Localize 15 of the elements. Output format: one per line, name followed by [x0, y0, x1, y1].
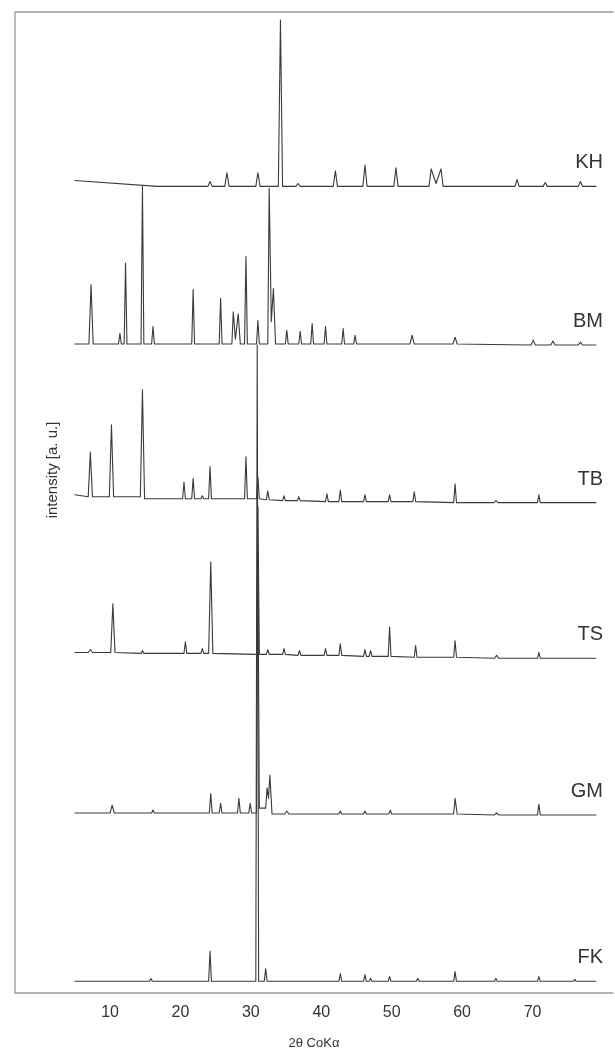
x-tick-label: 10	[101, 1003, 120, 1020]
x-tick-label: 20	[171, 1003, 190, 1020]
x-tick-label: 30	[241, 1003, 260, 1020]
series-label: BM	[573, 308, 603, 331]
series-label: GM	[570, 778, 603, 801]
x-axis-title: 2θ CoKα	[288, 1035, 340, 1050]
series-label: FK	[577, 945, 604, 968]
series-label: KH	[575, 150, 603, 173]
series-label: TB	[577, 466, 603, 489]
x-tick-label: 40	[312, 1003, 331, 1020]
series-label: TS	[577, 622, 603, 645]
x-tick-label: 50	[382, 1003, 401, 1020]
y-axis-title: intensity [a. u.]	[43, 421, 60, 519]
x-tick-label: 70	[523, 1003, 542, 1020]
x-tick-label: 60	[453, 1003, 472, 1020]
